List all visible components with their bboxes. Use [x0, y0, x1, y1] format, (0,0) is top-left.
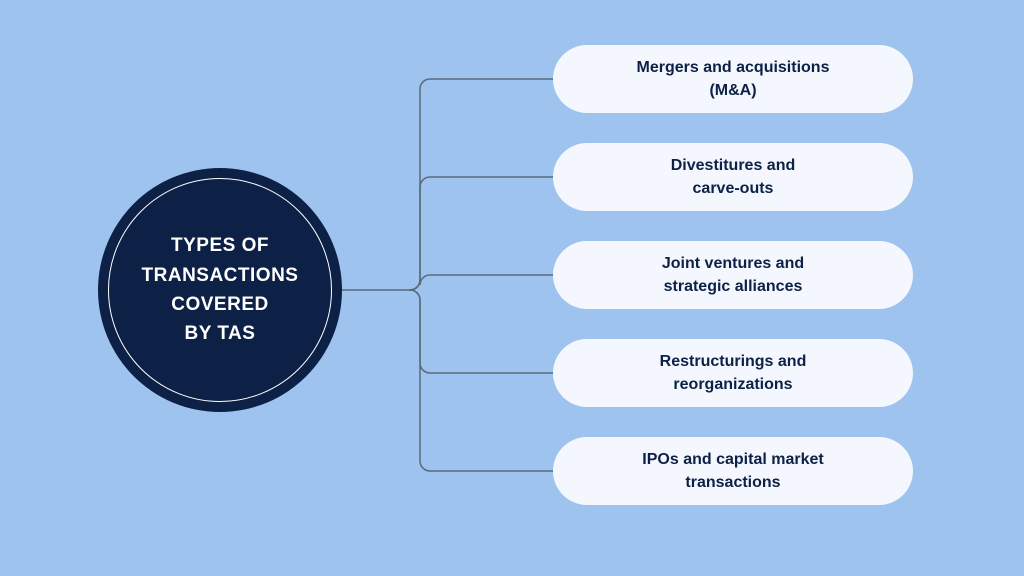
transaction-type-label: Joint ventures and strategic alliances	[662, 252, 804, 298]
transaction-type-pill: Joint ventures and strategic alliances	[553, 241, 913, 309]
transaction-type-pill: Restructurings and reorganizations	[553, 339, 913, 407]
transaction-type-label: Divestitures and carve-outs	[671, 154, 795, 200]
transaction-type-label: IPOs and capital market transactions	[642, 448, 823, 494]
transaction-type-label: Restructurings and reorganizations	[660, 350, 807, 396]
transaction-type-pill: Divestitures and carve-outs	[553, 143, 913, 211]
central-node: TYPES OF TRANSACTIONS COVERED BY TAS	[98, 168, 342, 412]
transaction-type-pill: Mergers and acquisitions (M&A)	[553, 45, 913, 113]
transaction-type-label: Mergers and acquisitions (M&A)	[637, 56, 830, 102]
transaction-type-pill: IPOs and capital market transactions	[553, 437, 913, 505]
central-title: TYPES OF TRANSACTIONS COVERED BY TAS	[142, 231, 299, 349]
